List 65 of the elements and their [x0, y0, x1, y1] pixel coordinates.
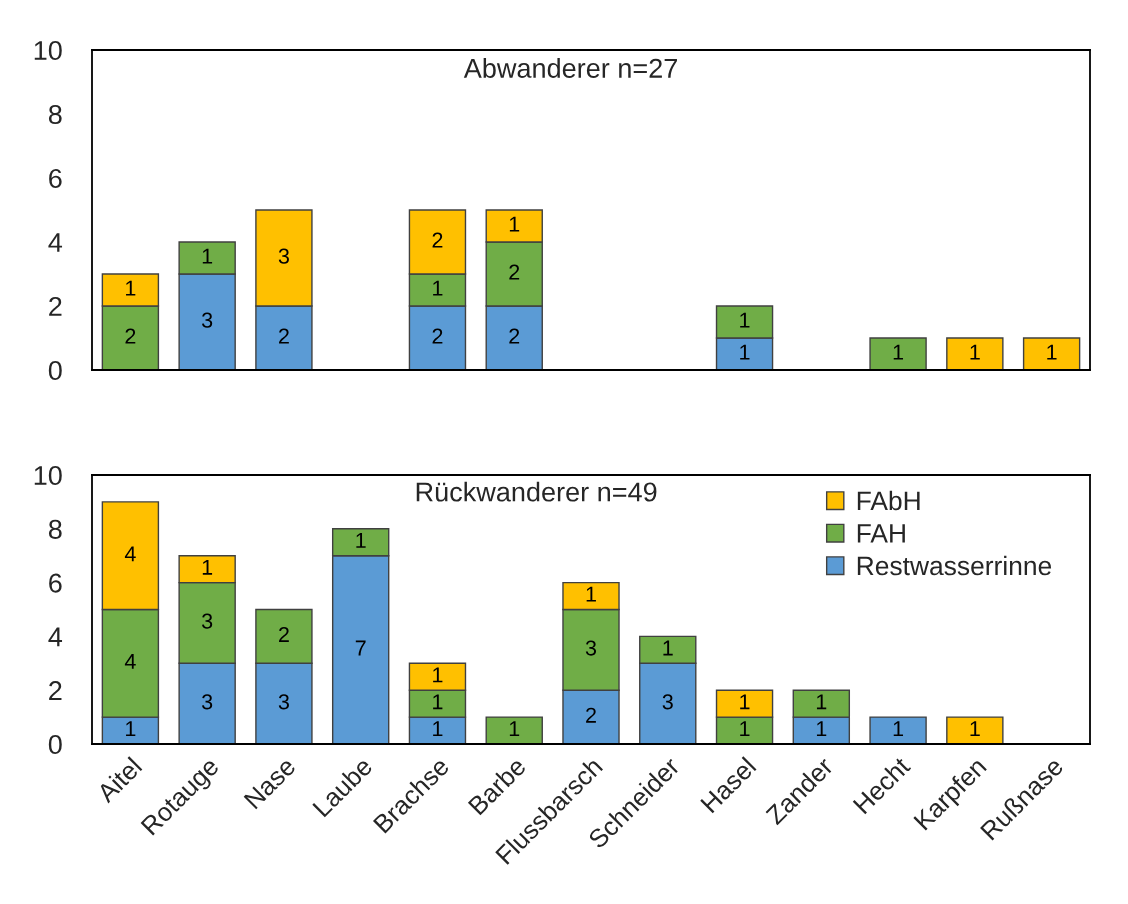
- data-label: 3: [201, 613, 213, 629]
- data-label: 1: [356, 533, 366, 548]
- bar: [485, 716, 543, 744]
- y-tick-label: 0: [48, 360, 62, 381]
- chart-title: Abwanderer n=27: [463, 58, 677, 78]
- data-label: 1: [202, 248, 213, 264]
- data-label: 1: [970, 344, 980, 360]
- data-label: 2: [586, 707, 596, 723]
- data-label: 3: [278, 248, 289, 264]
- data-label: 7: [355, 640, 366, 656]
- data-label: 1: [816, 721, 827, 737]
- data-label: 4: [124, 654, 136, 669]
- legend-label: FAbH: [857, 490, 920, 511]
- bar: [946, 337, 1004, 370]
- data-label: 3: [201, 694, 213, 710]
- data-label: 2: [279, 626, 289, 642]
- data-label: 3: [662, 694, 673, 710]
- data-label: 1: [740, 721, 750, 737]
- data-label: 1: [433, 280, 443, 296]
- data-label: 1: [816, 694, 827, 710]
- bar: [869, 716, 927, 744]
- data-label: 1: [740, 312, 750, 328]
- data-label: 1: [433, 721, 443, 737]
- data-label: 1: [970, 721, 980, 737]
- data-label: 1: [126, 721, 136, 737]
- data-label: 2: [509, 328, 520, 344]
- data-label: 1: [433, 694, 443, 710]
- data-label: 2: [509, 264, 520, 280]
- y-tick-label: 4: [48, 627, 63, 647]
- data-label: 2: [125, 328, 136, 344]
- legend-label: Restwasserrinne: [857, 555, 1052, 576]
- data-label: 2: [432, 328, 443, 344]
- y-tick-label: 0: [48, 734, 62, 755]
- data-label: 1: [202, 559, 213, 575]
- y-tick-label: 8: [48, 519, 62, 539]
- data-label: 1: [586, 586, 596, 602]
- data-label: 3: [201, 312, 213, 328]
- data-label: 1: [126, 280, 136, 296]
- data-label: 1: [740, 694, 750, 710]
- data-label: 4: [124, 546, 136, 562]
- y-tick-label: 10: [34, 465, 62, 486]
- data-label: 1: [663, 640, 673, 656]
- data-label: 1: [433, 667, 443, 683]
- data-label: 1: [1047, 344, 1057, 360]
- y-tick-label: 4: [48, 233, 63, 252]
- bar: [946, 716, 1004, 744]
- chart-title: Rückwanderer n=49: [416, 481, 657, 502]
- data-label: 1: [509, 216, 520, 232]
- bar: [869, 337, 927, 370]
- y-tick-label: 6: [49, 168, 62, 189]
- data-label: 3: [585, 640, 597, 656]
- data-label: 2: [279, 328, 289, 344]
- data-label: 2: [432, 232, 443, 248]
- y-tick-label: 6: [49, 573, 62, 593]
- data-label: 3: [278, 694, 289, 710]
- y-tick-label: 2: [49, 296, 62, 316]
- legend-label: FAH: [857, 524, 905, 543]
- data-label: 1: [893, 344, 904, 360]
- data-label: 1: [509, 721, 520, 737]
- y-tick-label: 8: [48, 104, 62, 125]
- data-label: 1: [740, 344, 750, 360]
- bar: [1022, 337, 1081, 370]
- y-tick-label: 10: [34, 40, 62, 61]
- y-tick-label: 2: [49, 681, 62, 701]
- data-label: 1: [893, 721, 904, 737]
